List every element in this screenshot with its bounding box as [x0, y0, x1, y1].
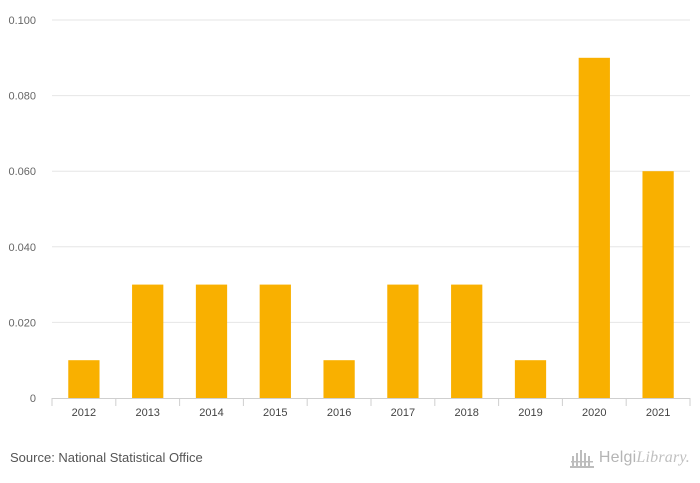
x-axis: [51, 398, 691, 406]
x-tick-label: 2020: [582, 407, 606, 419]
brand-main: Helgi: [598, 449, 637, 466]
bar-2013[interactable]: [132, 284, 164, 398]
brand-light: Library.: [636, 449, 690, 466]
bar-2018[interactable]: [451, 284, 483, 398]
bar-2012[interactable]: [68, 360, 100, 398]
x-tick-label: 2015: [263, 407, 287, 419]
y-tick-label: 0.060: [8, 166, 36, 178]
x-tick-label: 2018: [454, 407, 478, 419]
helgi-library-logo[interactable]: HelgiLibrary.: [569, 447, 690, 469]
bar-2021[interactable]: [642, 171, 674, 398]
bar-2014[interactable]: [195, 284, 228, 398]
y-tick-label: 0.020: [8, 317, 36, 329]
y-axis-tick-labels: 0 0.020 0.040 0.060 0.080 0.100: [8, 15, 36, 405]
bar-2019[interactable]: [514, 360, 547, 398]
brand-name: HelgiLibrary.: [599, 449, 690, 467]
x-tick-label: 2017: [391, 407, 415, 419]
x-tick-label: 2021: [646, 407, 670, 419]
y-tick-label: 0.040: [8, 242, 36, 254]
bar-2016[interactable]: [323, 360, 355, 398]
bar-2015[interactable]: [259, 284, 291, 398]
x-tick-label: 2012: [72, 407, 96, 419]
x-tick-label: 2016: [327, 407, 351, 419]
x-axis-tick-labels: 2012 2013 2014 2015 2016 2017 2018 2019 2020 2021: [72, 407, 671, 419]
library-building-icon: [569, 450, 594, 468]
bar-2017[interactable]: [387, 284, 419, 398]
x-tick-label: 2013: [135, 407, 159, 419]
y-tick-label: 0.100: [8, 15, 36, 27]
bars: [68, 57, 674, 399]
x-tick-label: 2019: [518, 407, 542, 419]
y-tick-label: 0: [30, 393, 36, 405]
source-note: Source: National Statistical Office: [10, 450, 203, 465]
x-tick-label: 2014: [199, 407, 223, 419]
y-tick-label: 0.080: [8, 91, 36, 103]
bar-2020[interactable]: [578, 57, 610, 399]
